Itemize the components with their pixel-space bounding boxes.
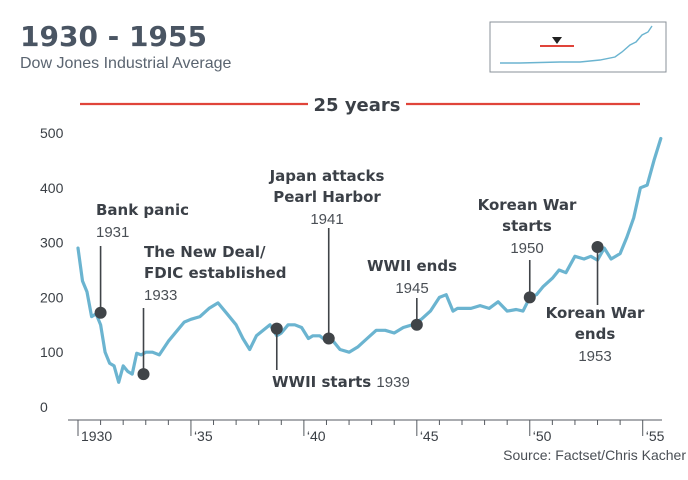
annotation-marker [523, 291, 536, 304]
annotation: The New Deal/FDIC established 1933 [137, 243, 286, 381]
annotation-marker [94, 306, 107, 319]
y-axis: 0 100 200 300 400 500 [40, 125, 64, 415]
source-note: Source: Factset/Chris Kacher [503, 447, 686, 463]
annotation-label: WWII starts 1939 [272, 373, 410, 391]
x-axis: 1930 ‘35 ‘40 ‘45 ‘50 ‘55 [68, 419, 665, 444]
span-label: 25 years [314, 95, 401, 116]
annotation-label-text: WWII starts [272, 373, 376, 391]
y-tick-label: 100 [40, 344, 64, 360]
series-layer [76, 136, 663, 384]
annotation-label: Japan attacks [269, 167, 385, 185]
annotation-label: FDIC established [144, 264, 286, 282]
x-tick-label: 1930 [81, 428, 112, 444]
x-tick-label: ‘55 [646, 428, 665, 444]
annotation-label: Pearl Harbor [273, 188, 381, 206]
x-tick-label: ‘35 [194, 428, 213, 444]
annotation-label: ends [575, 325, 616, 343]
annotation-year: 1945 [395, 280, 428, 297]
annotation-marker [270, 322, 283, 335]
chart-subtitle: Dow Jones Industrial Average [20, 55, 231, 72]
y-tick-label: 200 [40, 289, 64, 305]
annotation-label: Korean War [546, 304, 645, 322]
annotation-label: starts [502, 217, 552, 235]
y-tick-label: 500 [40, 125, 64, 141]
annotations-layer: Bank panic 1931 The New Deal/FDIC establis… [94, 167, 645, 391]
y-tick-label: 0 [40, 399, 48, 415]
annotation-label: The New Deal/ [144, 243, 266, 261]
series-line [76, 136, 663, 384]
minimap-pointer-icon [552, 37, 562, 44]
annotation-label: Bank panic [96, 201, 189, 219]
annotation-year: 1953 [578, 348, 611, 365]
span-indicator: 25 years [80, 95, 640, 116]
minimap-frame [489, 21, 667, 73]
annotation-marker [410, 318, 423, 331]
annotation-marker [322, 332, 335, 345]
y-tick-label: 300 [40, 235, 64, 251]
annotation: WWII ends 1945 [367, 257, 457, 331]
x-tick-label: ‘45 [420, 428, 439, 444]
annotation-marker [137, 368, 150, 381]
annotation: Korean War ends 1953 [546, 240, 645, 365]
annotation-year: 1950 [510, 240, 543, 257]
annotation-year: 1931 [96, 224, 129, 241]
x-tick-label: ‘50 [533, 428, 552, 444]
annotation: WWII starts 1939 [270, 322, 410, 391]
annotation-year: 1933 [144, 287, 177, 304]
annotation-label: Korean War [478, 196, 577, 214]
annotation: Korean War starts 1950 [478, 196, 577, 304]
minimap-inset [489, 21, 667, 73]
annotation-year: 1939 [376, 374, 409, 391]
minimap-line [500, 25, 653, 64]
annotation-year: 1941 [310, 211, 343, 228]
y-tick-label: 400 [40, 180, 64, 196]
chart-title: 1930 - 1955 [20, 20, 207, 53]
x-tick-label: ‘40 [307, 428, 326, 444]
annotation-label: WWII ends [367, 257, 457, 275]
annotation: Bank panic 1931 [94, 201, 189, 319]
annotation-marker [591, 240, 604, 253]
annotation: Japan attacks Pearl Harbor 1941 [269, 167, 385, 345]
